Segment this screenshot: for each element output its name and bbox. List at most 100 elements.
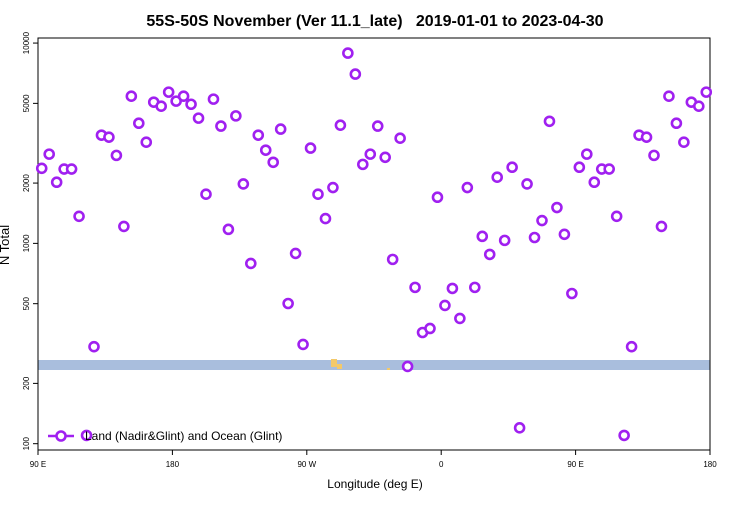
data-point xyxy=(476,230,489,243)
x-tick-label: 90 E xyxy=(30,460,46,469)
y-tick-label: 10000 xyxy=(22,31,31,54)
data-point xyxy=(446,282,459,295)
data-point xyxy=(222,223,235,236)
data-point xyxy=(573,161,586,174)
data-point xyxy=(401,360,414,373)
data-point xyxy=(207,93,220,105)
surface-strip xyxy=(38,360,710,370)
data-point xyxy=(282,297,294,310)
data-point xyxy=(88,340,100,353)
data-point xyxy=(73,210,85,223)
data-point xyxy=(43,148,56,160)
data-point xyxy=(603,163,616,175)
data-point xyxy=(692,100,705,112)
x-axis-label: Longitude (deg E) xyxy=(327,477,422,491)
data-point xyxy=(655,220,668,233)
data-point xyxy=(215,120,227,132)
data-point xyxy=(663,90,675,102)
data-point xyxy=(192,112,205,124)
y-tick-label: 5000 xyxy=(22,94,31,112)
data-point xyxy=(371,120,384,132)
data-point xyxy=(342,47,354,59)
chart-title: 55S-50S November (Ver 11.1_late) 2019-01… xyxy=(146,13,603,30)
data-point xyxy=(140,136,153,148)
y-tick-label: 1000 xyxy=(22,234,31,252)
land-speck xyxy=(387,368,390,370)
x-tick-label: 180 xyxy=(166,460,180,469)
data-point xyxy=(394,132,406,145)
data-point xyxy=(521,178,533,190)
data-point xyxy=(65,163,78,175)
data-point xyxy=(304,142,317,154)
data-point xyxy=(327,181,339,194)
data-point xyxy=(678,136,690,148)
data-point xyxy=(558,228,571,241)
data-point xyxy=(259,144,272,156)
data-point xyxy=(80,429,93,442)
data-point xyxy=(267,156,280,169)
data-point xyxy=(185,98,197,111)
data-point xyxy=(618,429,630,442)
data-point xyxy=(110,149,123,162)
land-speck xyxy=(337,364,342,369)
y-tick-label: 500 xyxy=(22,296,31,310)
data-point xyxy=(133,117,145,130)
data-point xyxy=(640,131,653,143)
data-point xyxy=(506,161,518,174)
data-point xyxy=(498,234,511,247)
data-point xyxy=(155,100,167,112)
data-point xyxy=(334,119,347,132)
y-axis-label: N Total xyxy=(0,225,12,265)
data-point xyxy=(386,253,399,266)
x-tick-label: 180 xyxy=(703,460,717,469)
data-point xyxy=(379,151,392,164)
data-point xyxy=(356,158,369,171)
data-point xyxy=(461,181,474,194)
data-point xyxy=(431,191,444,204)
data-point xyxy=(297,338,309,351)
data-point xyxy=(312,188,324,200)
data-point xyxy=(625,340,638,353)
plot-frame xyxy=(37,37,711,451)
y-tick-label: 200 xyxy=(22,376,31,390)
data-point xyxy=(349,68,362,80)
data-point xyxy=(50,176,63,189)
data-point xyxy=(424,322,436,335)
data-point xyxy=(439,299,451,312)
x-tick-label: 90 W xyxy=(297,460,316,469)
data-point xyxy=(454,312,466,325)
data-point xyxy=(364,148,377,160)
data-point xyxy=(588,176,601,189)
x-tick-label: 0 xyxy=(439,460,444,469)
data-point xyxy=(543,115,556,128)
data-point xyxy=(245,257,257,270)
data-point xyxy=(319,212,332,225)
data-point xyxy=(536,214,548,227)
data-point xyxy=(177,90,190,102)
data-point xyxy=(200,188,212,200)
data-point xyxy=(274,123,287,135)
y-tick-label: 2000 xyxy=(22,174,31,192)
data-point xyxy=(648,149,660,162)
data-point xyxy=(125,90,138,102)
data-point xyxy=(513,422,526,434)
data-point xyxy=(118,220,130,233)
data-point xyxy=(670,117,683,130)
data-point xyxy=(483,248,496,261)
data-point xyxy=(230,110,242,122)
data-point xyxy=(252,129,265,141)
data-point xyxy=(610,210,623,223)
data-point xyxy=(468,281,481,294)
legend-label: Land (Nadir&Glint) and Ocean (Glint) xyxy=(85,429,282,443)
x-tick-label: 90 E xyxy=(567,460,583,469)
data-point xyxy=(409,281,421,294)
data-point xyxy=(237,178,250,190)
data-point xyxy=(528,231,541,244)
y-tick-label: 100 xyxy=(22,436,31,450)
data-point xyxy=(103,131,115,143)
data-point xyxy=(491,171,504,183)
legend-marker xyxy=(55,430,67,442)
data-point xyxy=(700,86,713,98)
